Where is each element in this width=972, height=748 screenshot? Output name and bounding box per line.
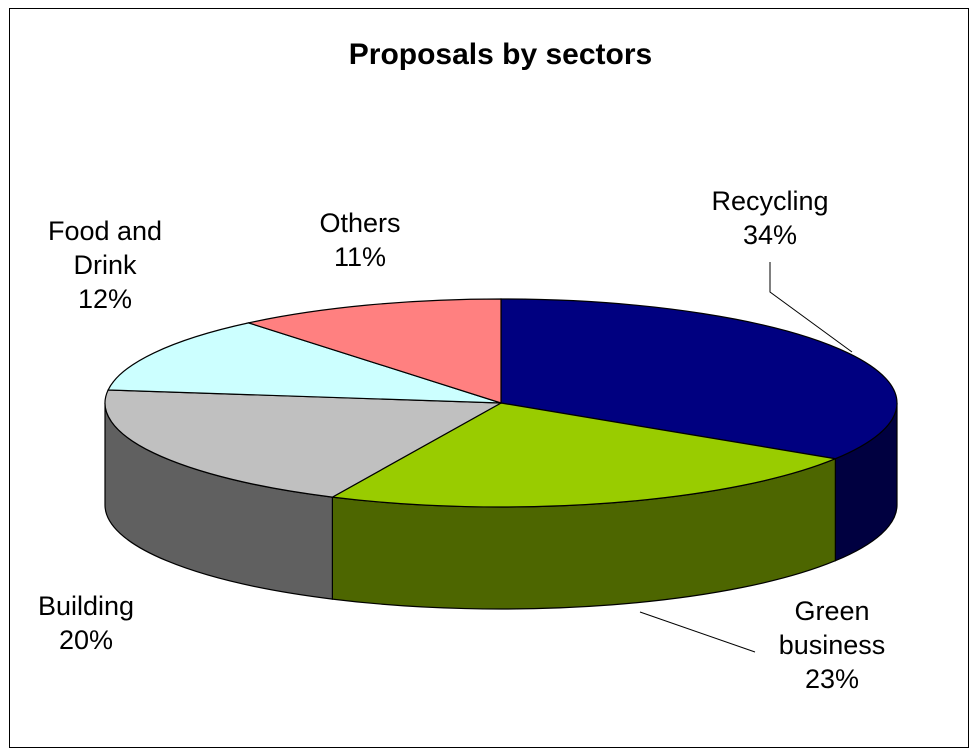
pie-slice-1 [330,402,838,508]
pie-slice-0 [500,298,898,460]
pie-slice-2 [104,389,504,498]
pie-slice-4 [246,298,502,404]
slice-label-3: Food and Drink 12% [48,216,162,314]
leader-line-1 [639,611,756,653]
slice-label-4: Others 11% [319,208,400,272]
leader-line-0 [769,262,853,353]
pie-slice-3 [107,322,502,404]
slice-label-1: Green business 23% [779,596,886,694]
slice-label-0: Recycling 34% [711,186,828,250]
chart-title: Proposals by sectors [348,38,653,71]
slice-label-2: Building 20% [38,591,134,655]
